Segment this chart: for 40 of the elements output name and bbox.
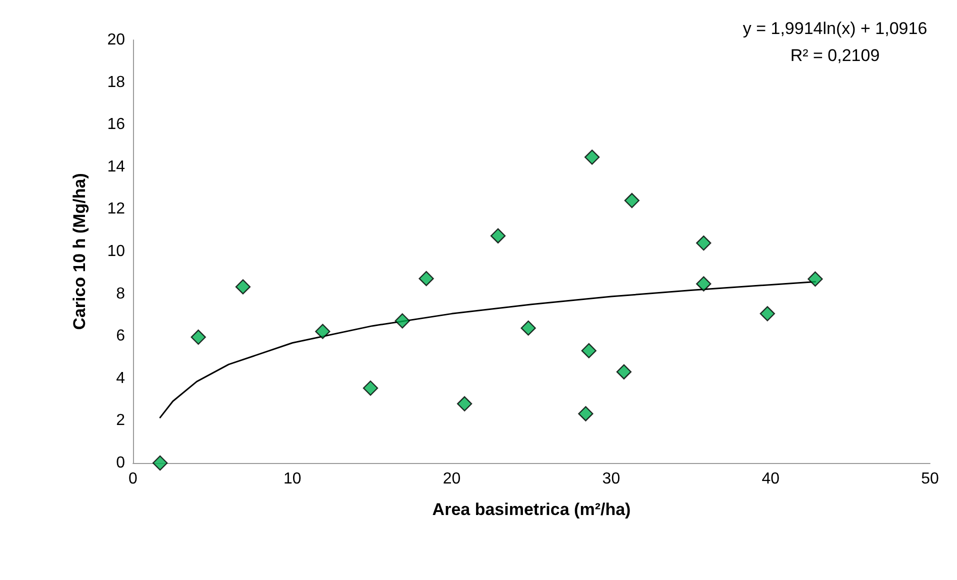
y-tick-label: 20 [107,32,126,48]
point [235,279,251,294]
x-tick-label: 20 [442,470,461,488]
point [616,364,632,380]
y-tick-label: 10 [107,243,126,260]
point [456,396,472,412]
point [394,313,410,328]
point [696,276,712,292]
x-tick-label: 0 [128,470,138,488]
point [418,270,434,286]
point [362,380,378,396]
point [315,324,330,340]
point [152,455,168,471]
y-tick-label: 8 [116,285,126,302]
point [760,306,776,322]
y-axis-title: Carico 10 h (Mg/ha) [70,173,89,330]
point [584,150,600,165]
x-axis-title: Area basimetrica (m²/ha) [432,500,631,519]
point [581,343,596,358]
x-tick-label: 10 [284,470,302,488]
y-tick-label: 18 [107,74,126,91]
text: y = 1,9914ln(x) + 1,0916 [742,19,928,38]
point [578,406,594,422]
y-tick-label: 16 [107,116,126,134]
annotation: R² = 0,2109 [790,46,880,65]
point [490,228,506,244]
y-tick-label: 12 [107,200,126,218]
point [808,271,823,287]
y-tick-label: 4 [116,370,126,387]
point [624,192,640,208]
point [190,330,206,345]
x-tick-label: 40 [762,470,780,488]
y-tick-label: 2 [116,412,126,430]
y-tick-label: 0 [116,454,126,472]
y-tick-label: 6 [116,328,126,345]
y-tick-label: 14 [107,158,126,176]
point [520,320,536,336]
point [696,235,712,251]
x-tick-label: 50 [921,470,939,488]
x-tick-label: 30 [602,470,620,488]
